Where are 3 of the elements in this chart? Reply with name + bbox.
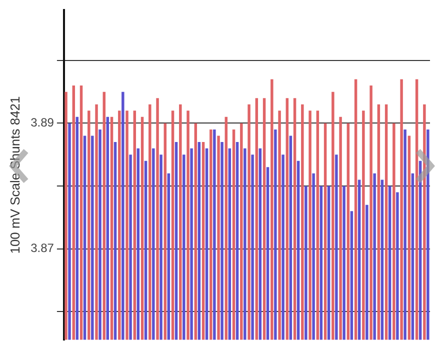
y-axis-title: 100 mV Scale Shunts 8421 xyxy=(7,96,22,254)
y-tick-label: 3.89 xyxy=(30,116,54,130)
y-tick-label: 3.87 xyxy=(30,241,54,256)
